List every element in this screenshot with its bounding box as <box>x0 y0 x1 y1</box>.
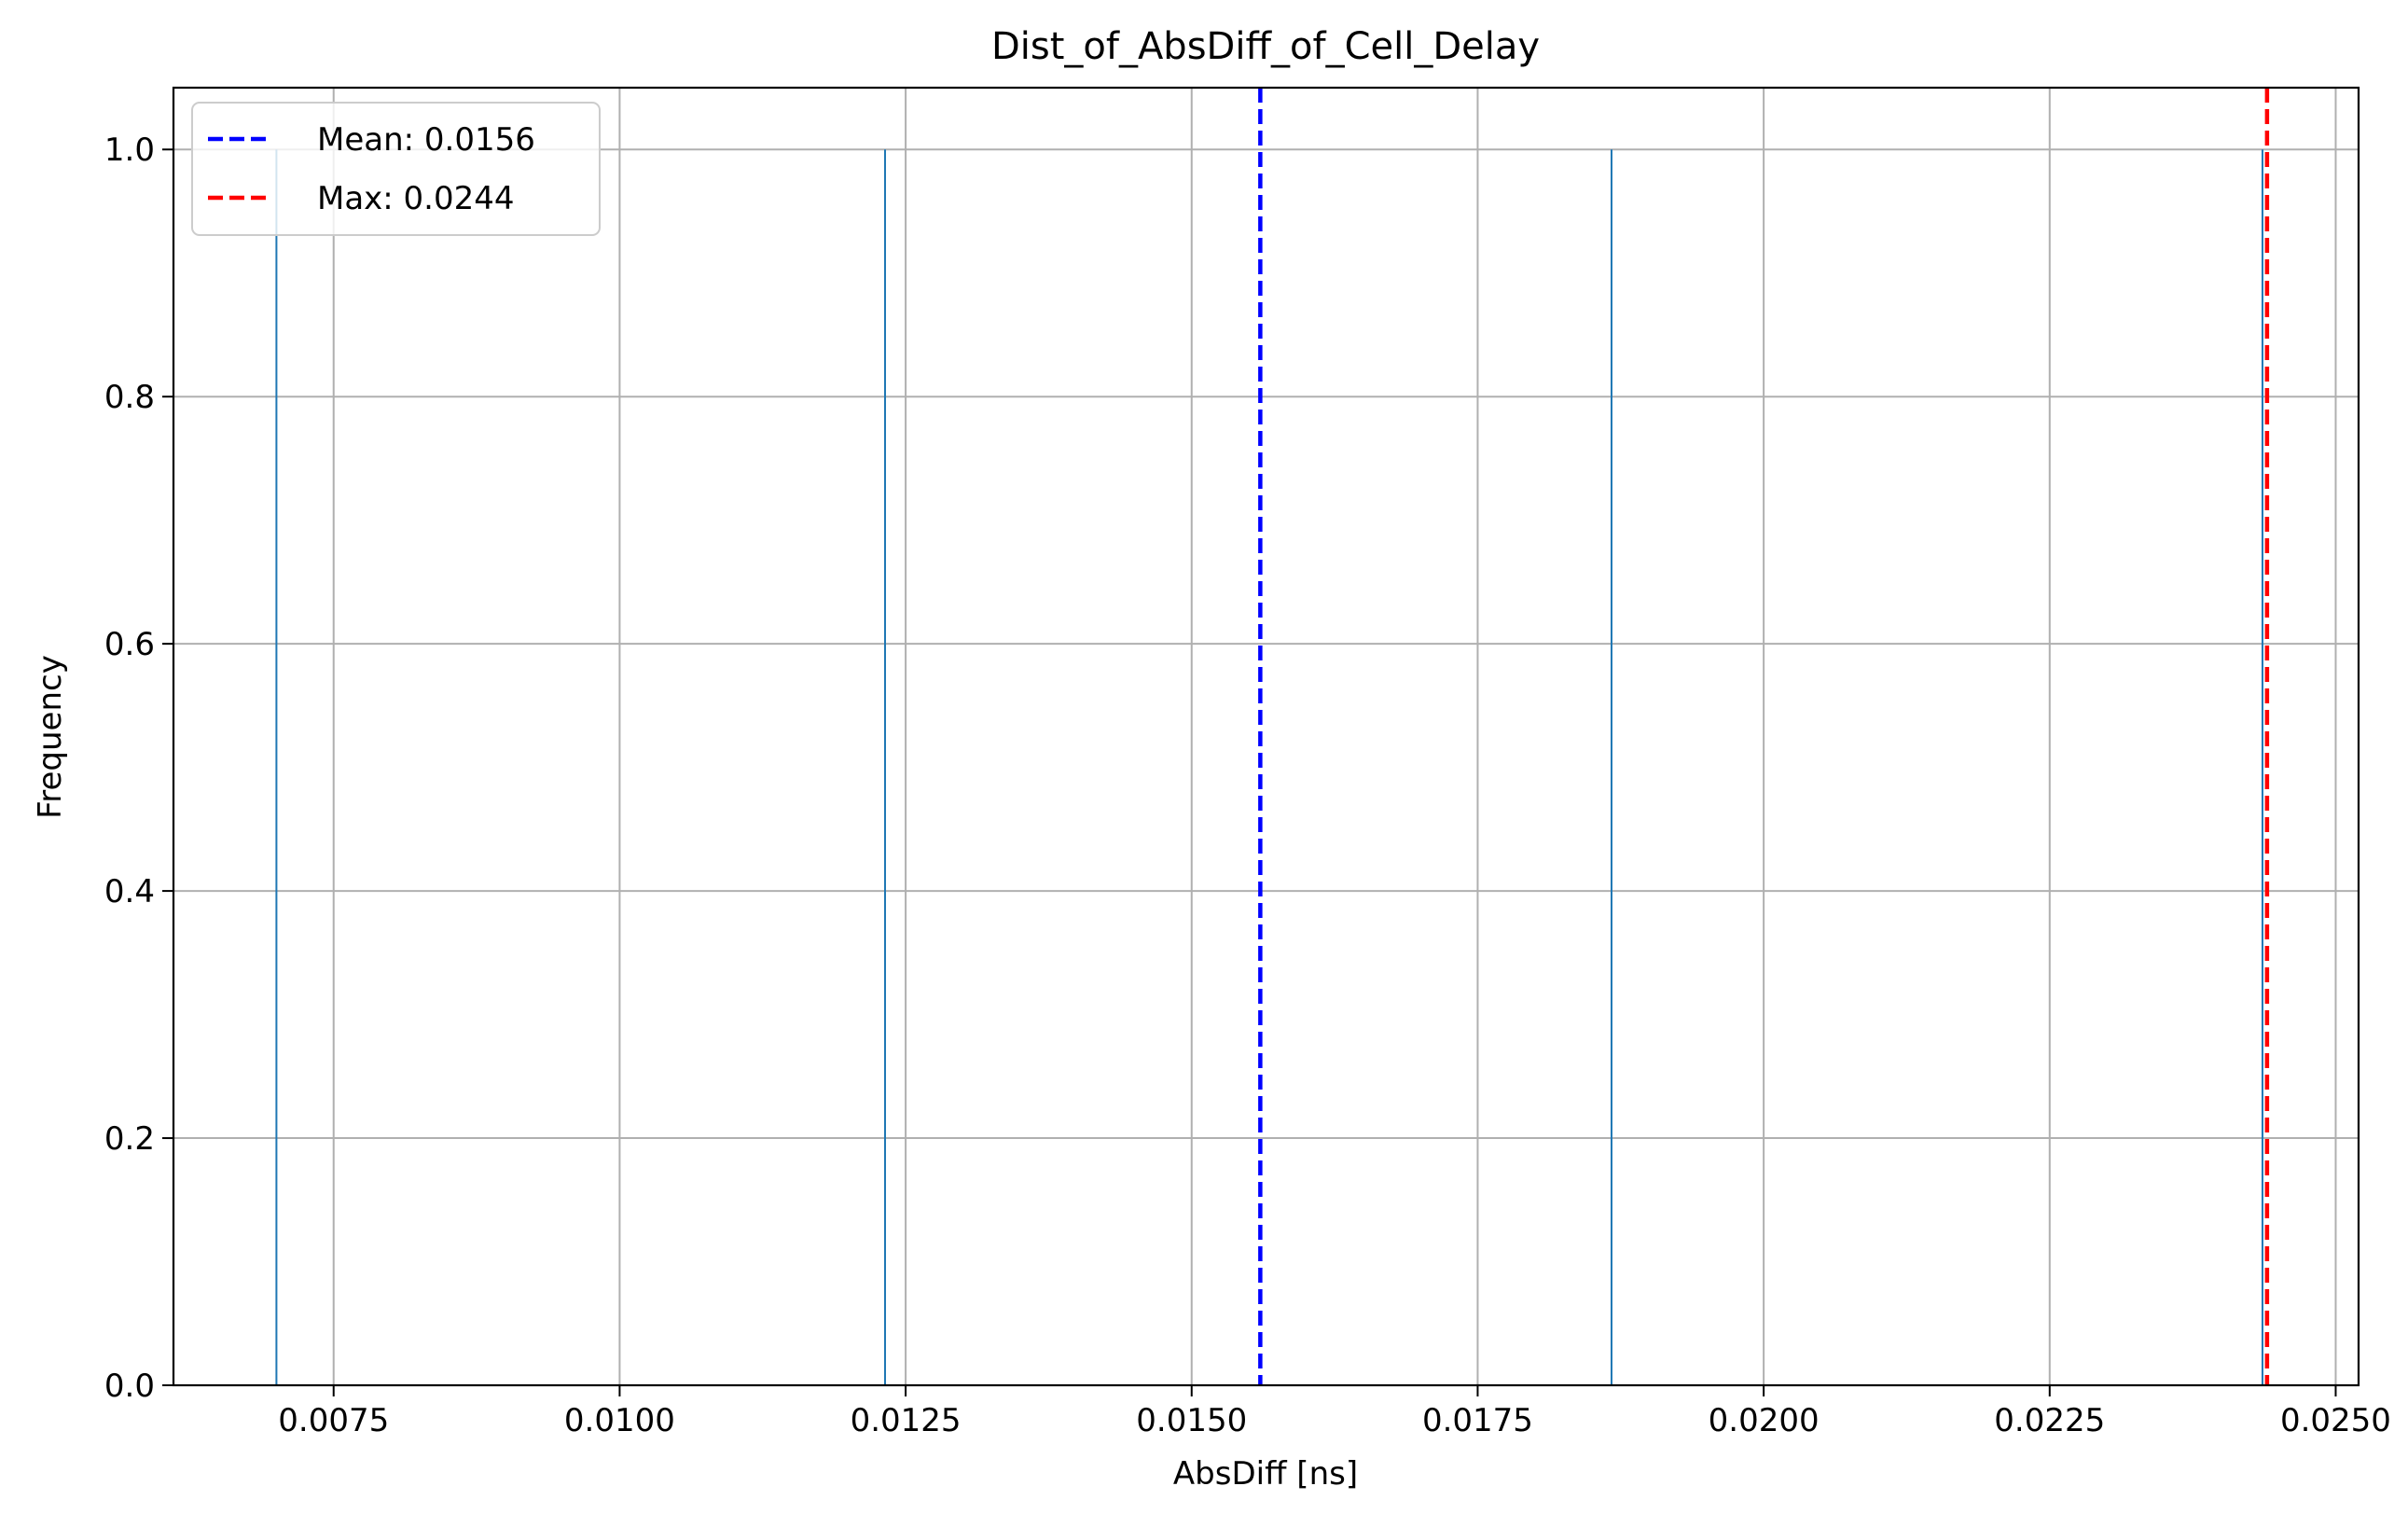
x-tick-label: 0.0075 <box>278 1402 389 1439</box>
x-tick-label: 0.0225 <box>1994 1402 2105 1439</box>
histogram-bar <box>1610 149 1612 1386</box>
y-axis-label: Frequency <box>32 655 69 819</box>
legend: Mean: 0.0156 Max: 0.0244 <box>191 102 601 236</box>
y-axis-ticks: 0.0 0.2 0.4 0.6 0.8 1.0 <box>104 132 173 1405</box>
chart-title: Dist_of_AbsDiff_of_Cell_Delay <box>991 25 1540 68</box>
x-axis-label: AbsDiff [ns] <box>1173 1455 1358 1493</box>
histogram-bars <box>275 149 2263 1386</box>
x-tick-label: 0.0250 <box>2280 1402 2391 1439</box>
y-tick-label: 0.8 <box>104 379 155 416</box>
reference-lines <box>1258 88 2270 1385</box>
histogram-bar <box>275 149 278 1386</box>
y-tick-label: 0.2 <box>104 1120 155 1158</box>
histogram-bar <box>2261 149 2263 1386</box>
legend-mean-label: Mean: 0.0156 <box>317 121 535 159</box>
y-tick-label: 1.0 <box>104 132 155 169</box>
x-tick-label: 0.0100 <box>564 1402 675 1439</box>
x-tick-label: 0.0125 <box>851 1402 962 1439</box>
y-tick-label: 0.0 <box>104 1368 155 1405</box>
histogram-bar <box>884 149 887 1386</box>
legend-max-label: Max: 0.0244 <box>317 180 515 217</box>
y-tick-label: 0.6 <box>104 626 155 663</box>
x-axis-ticks: 0.0075 0.0100 0.0125 0.0150 0.0175 0.0200 0.02… <box>278 1385 2391 1439</box>
x-tick-label: 0.0150 <box>1136 1402 1247 1439</box>
legend-box <box>191 102 601 236</box>
x-tick-label: 0.0175 <box>1422 1402 1533 1439</box>
plot-frame <box>172 86 2360 1387</box>
x-tick-label: 0.0200 <box>1709 1402 1820 1439</box>
y-tick-label: 0.4 <box>104 873 155 910</box>
